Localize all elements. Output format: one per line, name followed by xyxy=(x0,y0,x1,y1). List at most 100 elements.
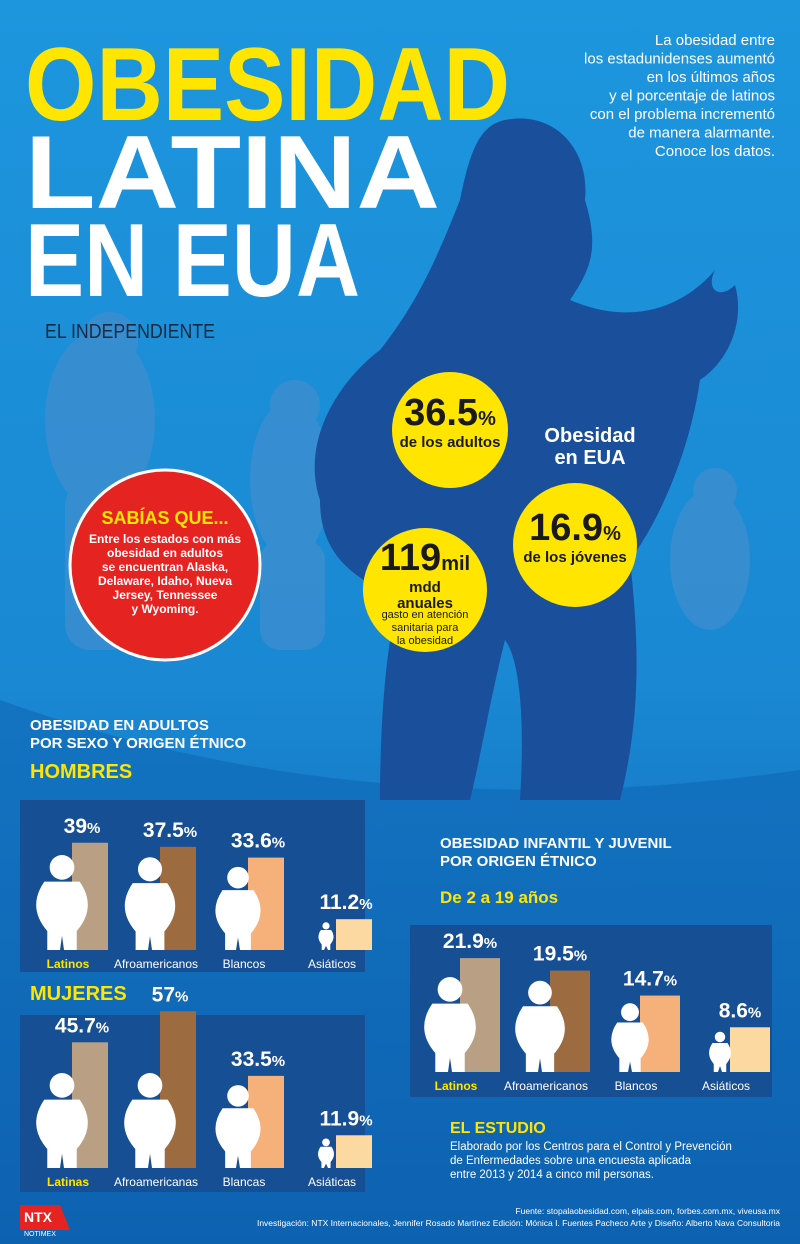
bg-silhouettes xyxy=(45,312,750,650)
person-head xyxy=(322,922,330,930)
agency-badge xyxy=(20,1205,70,1230)
bar xyxy=(336,1135,372,1168)
value-number: 19.5 xyxy=(533,943,574,966)
person-head xyxy=(621,1003,639,1022)
person-head xyxy=(227,866,249,889)
stat-text: de los jóvenes xyxy=(523,549,626,566)
category-label: Latinos xyxy=(435,1079,478,1093)
category-label: Asiáticas xyxy=(308,1175,356,1189)
usa-label: Obesidad xyxy=(544,425,635,447)
value-label: 21.9% xyxy=(443,930,497,953)
person-body xyxy=(709,1043,731,1072)
intro-line: La obesidad entre xyxy=(655,32,775,49)
stat-value: 16.9% xyxy=(529,507,621,549)
person-body xyxy=(611,1022,649,1072)
person-head xyxy=(49,855,75,880)
value-label: 33.6% xyxy=(231,830,285,853)
person-body xyxy=(515,1006,565,1072)
value-number: 45.7 xyxy=(55,1014,96,1037)
stat-text: gasto en atención xyxy=(382,609,469,621)
category-label: Afroamericanas xyxy=(114,1175,198,1189)
intro-line: de manera alarmante. xyxy=(628,125,775,142)
person-body xyxy=(36,1099,88,1168)
title-line: LATINA xyxy=(25,115,440,231)
stat-value: 36.5% xyxy=(404,392,496,434)
value-number: 21.9 xyxy=(443,930,484,953)
footer-source: Fuente: stopalaobesidad.com, elpais.com,… xyxy=(515,1206,780,1216)
group-title: HOMBRES xyxy=(30,761,132,783)
intro-line: en los últimos años xyxy=(647,69,775,86)
stat-unit: mil xyxy=(441,553,470,575)
person-head xyxy=(322,1138,330,1147)
value-label: 45.7% xyxy=(55,1014,109,1037)
person-head xyxy=(137,1073,163,1098)
category-label: Blancos xyxy=(223,957,266,971)
value-unit: % xyxy=(574,948,587,965)
logo: EL INDEPENDIENTE xyxy=(45,321,215,343)
value-number: 33.6 xyxy=(231,830,272,853)
category-label: Latinos xyxy=(47,957,90,971)
person-body xyxy=(124,1099,176,1168)
title-line: OBESIDAD xyxy=(25,27,510,143)
stat-number: 36.5 xyxy=(404,392,478,434)
study-title: EL ESTUDIO xyxy=(450,1120,546,1137)
group-title: MUJERES xyxy=(30,983,127,1005)
person-body xyxy=(124,883,176,950)
value-label: 8.6% xyxy=(719,999,762,1022)
adults-title: OBESIDAD EN ADULTOS xyxy=(30,717,209,734)
intro-line: con el problema incrementó xyxy=(590,106,775,123)
value-number: 11.9 xyxy=(319,1107,359,1130)
value-unit: % xyxy=(748,1004,761,1021)
person-body xyxy=(318,930,334,950)
stat-text: la obesidad xyxy=(397,635,453,647)
did-you-know-title: SABÍAS QUE... xyxy=(101,507,228,528)
value-label: 37.5% xyxy=(143,819,197,842)
youth-subtitle: De 2 a 19 años xyxy=(440,888,558,907)
did-you-know-circle xyxy=(68,468,262,662)
person-head xyxy=(49,1073,75,1098)
category-label: Blancas xyxy=(223,1175,266,1189)
value-number: 8.6 xyxy=(719,999,748,1022)
title-line: EN EUA xyxy=(25,203,360,319)
stat-circle xyxy=(513,483,637,607)
value-unit: % xyxy=(272,835,285,852)
intro-line: y el porcentaje de latinos xyxy=(609,88,775,105)
value-number: 33.5 xyxy=(231,1048,272,1071)
value-label: 14.7% xyxy=(623,968,677,991)
value-unit: % xyxy=(484,935,497,952)
value-unit: % xyxy=(359,896,372,913)
bar xyxy=(336,919,372,950)
stat-number: 119 xyxy=(380,537,441,579)
stat-text: anuales xyxy=(397,595,453,612)
value-label: 57% xyxy=(152,983,189,1006)
intro-line: los estadunidenses aumentó xyxy=(584,51,775,68)
did-you-know-line: Entre los estados con más xyxy=(89,532,241,546)
category-label: Blancos xyxy=(615,1079,658,1093)
value-label: 11.2% xyxy=(319,891,372,914)
agency: NTX xyxy=(24,1209,53,1225)
youth-title: POR ORIGEN ÉTNICO xyxy=(440,853,597,870)
person-head xyxy=(437,977,463,1002)
value-unit: % xyxy=(359,1112,372,1129)
bar xyxy=(730,1027,770,1072)
stat-number: 16.9 xyxy=(529,507,603,549)
person-body xyxy=(317,1146,335,1168)
category-label: Asiáticos xyxy=(308,957,356,971)
value-number: 14.7 xyxy=(623,968,664,991)
value-unit: % xyxy=(96,1019,109,1036)
value-label: 11.9% xyxy=(319,1107,372,1130)
person-head xyxy=(528,980,552,1005)
did-you-know-line: y Wyoming. xyxy=(131,602,198,616)
footer-credits: Investigación: NTX Internacionales, Jenn… xyxy=(257,1218,780,1228)
stat-unit: % xyxy=(603,523,621,545)
category-label: Latinas xyxy=(47,1175,89,1189)
value-unit: % xyxy=(184,824,197,841)
value-label: 33.5% xyxy=(231,1048,285,1071)
stat-unit: % xyxy=(478,408,496,430)
did-you-know-line: obesidad en adultos xyxy=(107,546,223,560)
category-label: Asiáticos xyxy=(702,1079,750,1093)
usa-label: en EUA xyxy=(554,447,625,469)
person-body xyxy=(215,890,261,950)
